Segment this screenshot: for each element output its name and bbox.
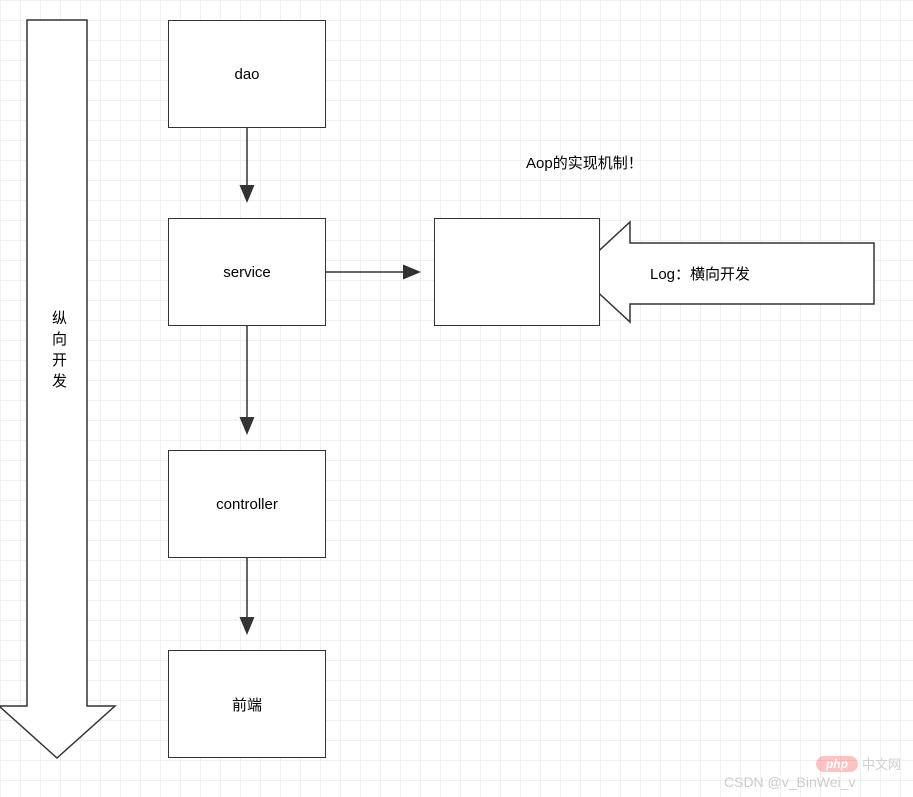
node-service-label: service: [223, 264, 271, 281]
php-tail: 中文网: [862, 754, 901, 773]
watermark-csdn: CSDN @v_BinWei_v: [724, 774, 855, 790]
node-frontend-label: 前端: [232, 694, 262, 715]
node-empty: [434, 218, 600, 326]
node-controller-label: controller: [216, 496, 278, 513]
label-aop: Aop的实现机制！: [526, 152, 643, 173]
node-dao-label: dao: [234, 66, 259, 83]
diagram-layer: dao service controller 前端 Aop的实现机制！ 纵向开发…: [0, 0, 913, 797]
watermark-php: php 中文网: [816, 754, 901, 773]
node-service: service: [168, 218, 326, 326]
arrows-svg: [0, 0, 913, 797]
php-pill: php: [816, 756, 858, 772]
label-vertical-dev: 纵向开发: [48, 310, 69, 394]
node-controller: controller: [168, 450, 326, 558]
label-log-horizontal: Log：横向开发: [650, 263, 750, 284]
node-dao: dao: [168, 20, 326, 128]
node-frontend: 前端: [168, 650, 326, 758]
